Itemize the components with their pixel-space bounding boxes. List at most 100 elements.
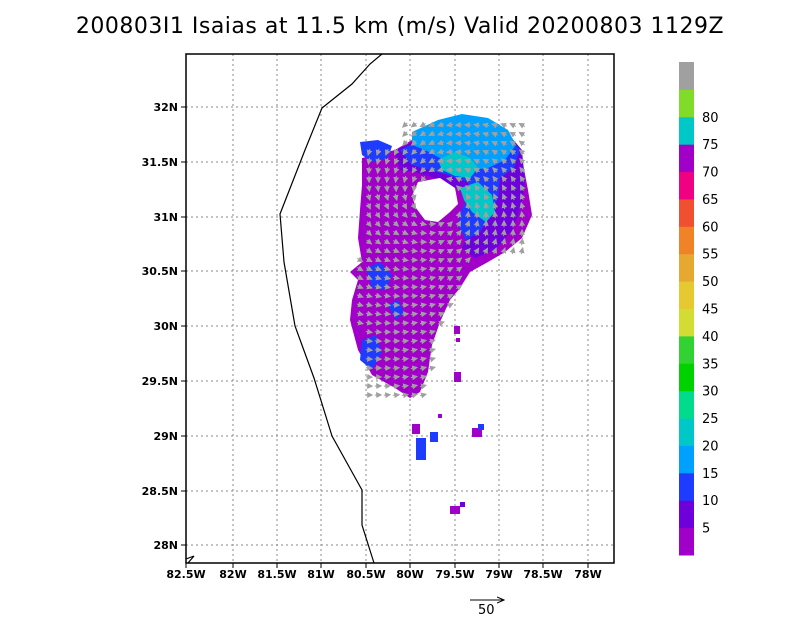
wind-vector xyxy=(491,228,498,237)
wind-vector xyxy=(510,193,517,201)
plot-frame xyxy=(185,53,615,564)
wind-vector xyxy=(445,121,454,128)
colorbar-segment xyxy=(679,253,694,282)
wind-vector xyxy=(401,329,410,336)
wind-vector xyxy=(392,238,400,244)
wind-vector xyxy=(446,303,454,309)
wind-vector xyxy=(392,202,398,210)
wind-vector xyxy=(428,320,436,327)
wind-vector xyxy=(365,220,372,228)
y-tick-label: 31.5N xyxy=(142,156,178,169)
x-tick-label: 82W xyxy=(219,568,246,581)
wind-vector xyxy=(472,122,481,129)
wind-vector xyxy=(483,193,490,201)
wind-vector xyxy=(500,132,508,138)
wind-vector xyxy=(509,131,517,138)
wind-vector xyxy=(419,302,428,309)
reference-vector-label: 50 xyxy=(478,603,495,618)
wind-vector xyxy=(465,201,472,210)
wind-vector xyxy=(482,238,489,246)
wind-vector xyxy=(410,347,419,354)
wind-vector xyxy=(356,319,365,326)
wind-vector xyxy=(393,166,400,175)
wind-vector xyxy=(482,228,489,237)
wind-vector xyxy=(446,257,454,264)
wind-vector xyxy=(410,365,419,372)
colorbar-segment xyxy=(679,445,694,474)
colorbar xyxy=(679,62,694,556)
wind-vector xyxy=(402,130,409,138)
wind-vector xyxy=(365,184,372,193)
wind-vector xyxy=(428,130,436,136)
wind-vector xyxy=(374,292,383,299)
wind-vector xyxy=(419,266,428,273)
colorbar-label: 40 xyxy=(702,330,719,345)
wind-vector xyxy=(419,130,427,137)
wind-vector xyxy=(374,229,382,236)
wind-vector xyxy=(365,256,373,263)
wind-vector xyxy=(473,176,481,183)
colorbar-label: 55 xyxy=(702,248,719,263)
wind-vector xyxy=(374,247,382,254)
wind-vector xyxy=(402,157,409,165)
wind-vector xyxy=(455,177,463,183)
wind-vector xyxy=(428,239,437,246)
wind-vector xyxy=(428,266,437,273)
wind-vector xyxy=(474,184,481,192)
colorbar-segment xyxy=(679,335,694,364)
x-tick-label: 80W xyxy=(396,568,423,581)
colorbar-label: 30 xyxy=(702,385,719,400)
wind-vector xyxy=(511,184,517,192)
wind-vector xyxy=(428,338,436,345)
wind-vector xyxy=(392,211,399,219)
colorbar-segment xyxy=(679,171,694,200)
wind-vector xyxy=(383,265,391,272)
wind-vector xyxy=(374,193,381,201)
x-tick-label: 79W xyxy=(485,568,512,581)
wind-vector xyxy=(410,311,419,318)
wind-vector xyxy=(402,175,409,184)
wind-vector xyxy=(383,193,390,202)
wind-vector xyxy=(501,166,508,174)
wind-vector xyxy=(473,219,480,228)
wind-vector xyxy=(463,140,472,147)
wind-vector xyxy=(392,256,401,263)
wind-vector xyxy=(455,257,463,264)
colorbar-label: 70 xyxy=(702,166,719,181)
colorbar-segment xyxy=(679,308,694,337)
wind-vector xyxy=(437,293,445,300)
colorbar-segment xyxy=(679,89,694,118)
wind-vector xyxy=(365,247,373,254)
wind-vector xyxy=(383,220,390,228)
wind-vector xyxy=(491,141,499,147)
wind-vector xyxy=(392,220,400,227)
colorbar-segment xyxy=(679,226,694,255)
y-tick-label: 28N xyxy=(153,539,178,552)
wind-vector xyxy=(366,157,373,166)
wind-vector xyxy=(401,238,409,245)
wind-vector xyxy=(419,374,428,381)
wind-vector xyxy=(392,383,401,390)
colorbar-label: 65 xyxy=(702,193,719,208)
wind-vector xyxy=(466,193,472,201)
wind-vector xyxy=(500,247,507,255)
wind-vector xyxy=(401,374,410,381)
wind-vector xyxy=(374,283,383,290)
wind-vector xyxy=(428,221,437,228)
wind-vector xyxy=(410,293,419,300)
wind-vector xyxy=(428,148,436,154)
wind-vector xyxy=(374,265,382,272)
wind-vector xyxy=(473,247,480,255)
wind-vector xyxy=(436,148,445,155)
wind-vector xyxy=(401,211,408,219)
wind-vector xyxy=(384,157,391,165)
x-tick-label: 81.5W xyxy=(257,568,296,581)
x-tick-label: 82.5W xyxy=(166,568,205,581)
wind-vector xyxy=(491,238,498,246)
wind-vector xyxy=(383,274,392,281)
colorbar-label: 45 xyxy=(702,303,719,318)
wind-vector xyxy=(365,310,374,317)
wind-vector xyxy=(419,275,428,282)
wind-vector xyxy=(393,175,400,184)
